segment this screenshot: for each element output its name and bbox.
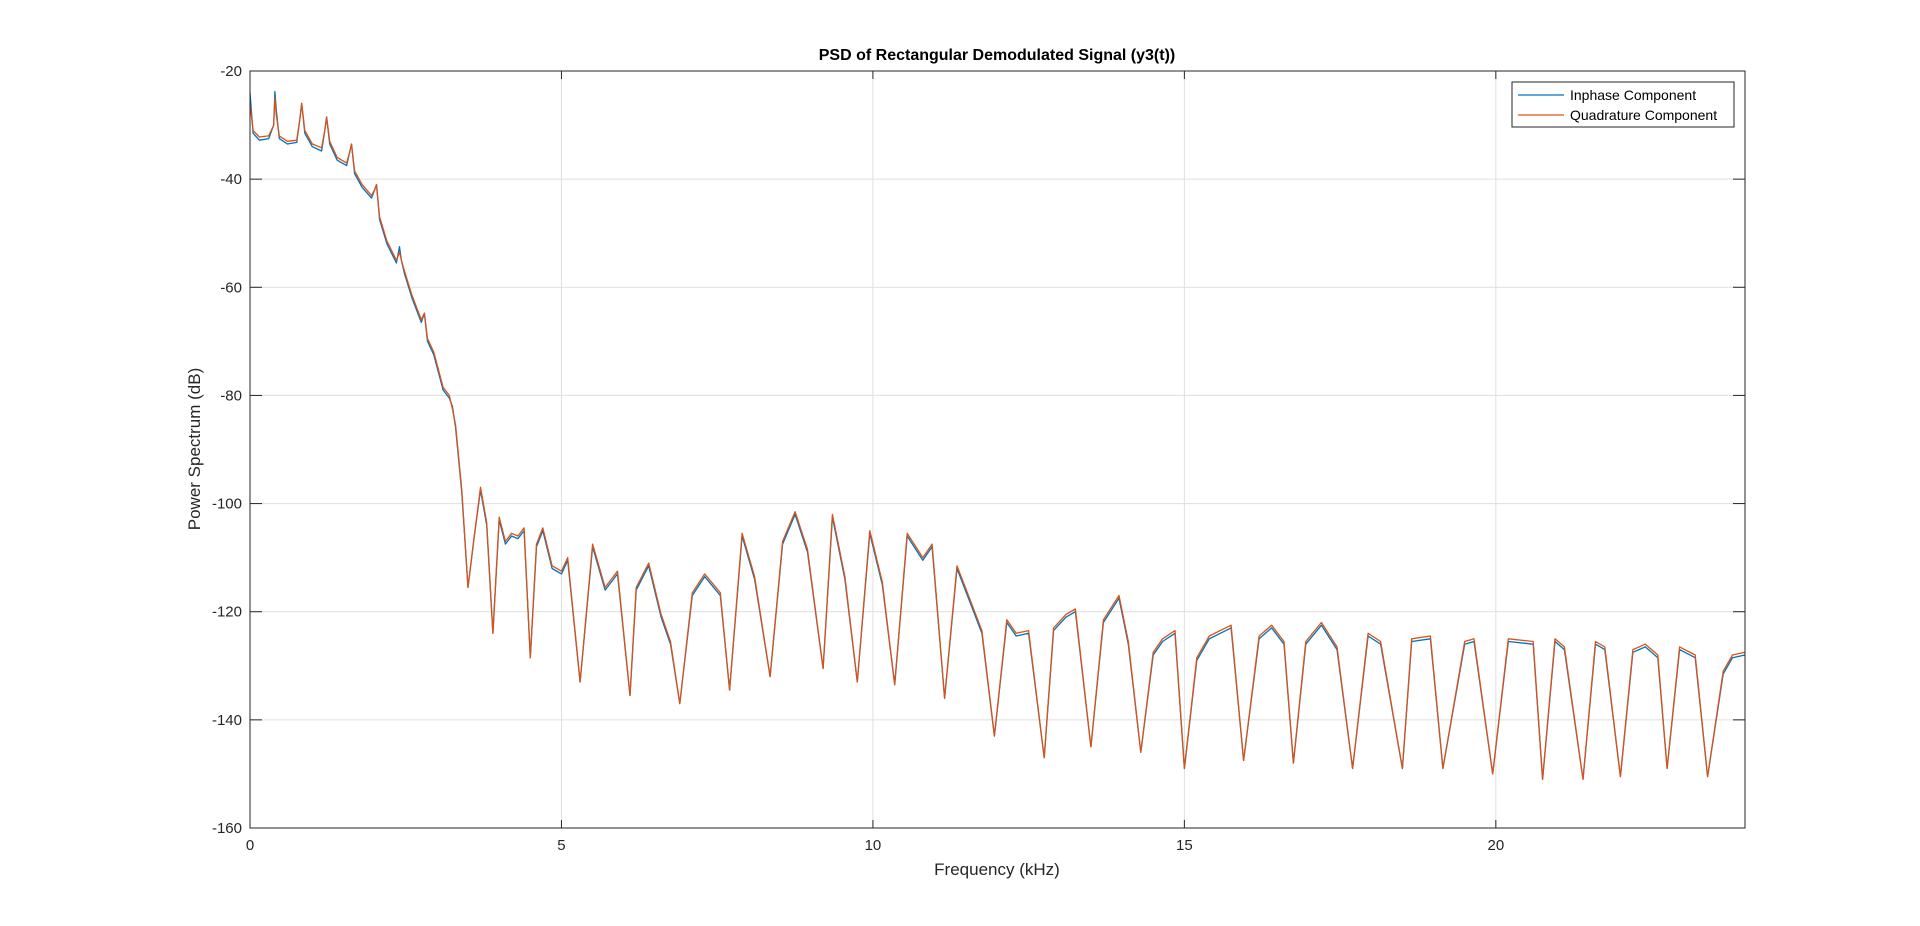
series-group [249,90,1746,780]
x-axis-label: Frequency (kHz) [934,860,1060,879]
x-tick-label: 15 [1176,837,1193,854]
x-tick-label: 0 [246,837,254,854]
x-tick-label: 10 [865,837,882,854]
y-tick-label: -40 [220,171,242,188]
x-tick-labels: 0 5 10 15 20 [246,837,1504,854]
chart-title: PSD of Rectangular Demodulated Signal (y… [819,47,1175,64]
legend-label-quadrature: Quadrature Component [1570,107,1717,123]
x-tick-label: 5 [557,837,565,854]
x-tick-label: 20 [1487,837,1504,854]
y-tick-label: -160 [212,820,242,837]
plot-background [250,71,1745,828]
tick-marks [249,70,1745,829]
legend-box [1511,81,1735,128]
series-line-quadrature [249,97,1746,780]
y-tick-labels: -20 -40 -60 -80 -100 -120 -140 -160 [212,63,242,837]
grid-lines [250,71,1745,828]
y-tick-label: -120 [212,604,242,621]
y-tick-label: -60 [220,279,242,296]
y-tick-label: -80 [220,387,242,404]
legend: Inphase Component Quadrature Component [1511,81,1735,128]
y-tick-label: -20 [220,63,242,80]
axes-frame [249,70,1746,829]
y-tick-label: -100 [212,496,242,513]
y-tick-label: -140 [212,712,242,729]
legend-label-inphase: Inphase Component [1570,87,1696,103]
y-axis-label: Power Spectrum (dB) [185,368,204,531]
